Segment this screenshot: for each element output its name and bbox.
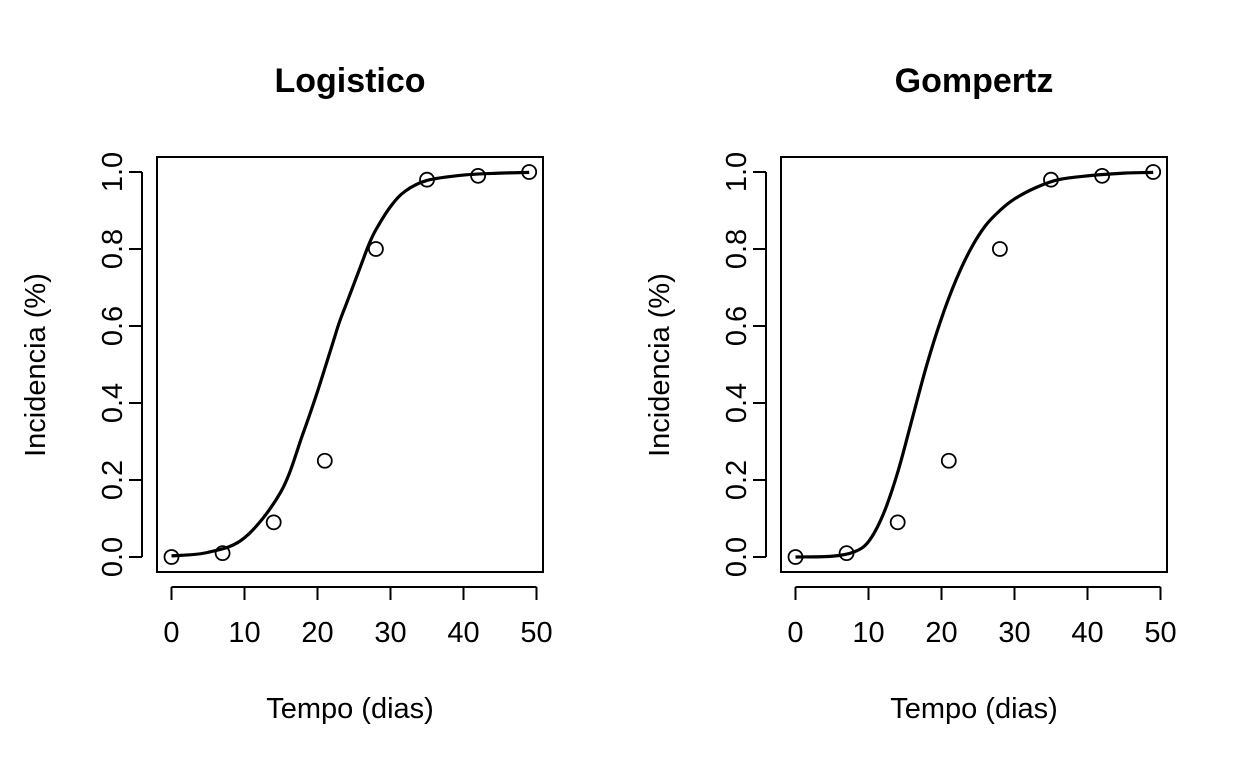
y-tick-label: 0.8 xyxy=(721,229,753,269)
x-tick-label: 30 xyxy=(374,617,406,649)
plot-frame xyxy=(156,156,544,573)
x-tick-label: 20 xyxy=(301,617,333,649)
y-tick-label: 0.4 xyxy=(97,383,129,423)
x-tick-label: 0 xyxy=(787,617,803,649)
chart-title-gompertz: Gompertz xyxy=(895,62,1054,100)
y-axis-label-gompertz: Incidencia (%) xyxy=(644,273,676,457)
y-tick-label: 0.6 xyxy=(721,306,753,346)
x-tick-label: 50 xyxy=(1144,617,1176,649)
fitted-curve xyxy=(171,170,530,558)
x-tick-label: 20 xyxy=(925,617,957,649)
y-tick-label: 0.6 xyxy=(97,306,129,346)
x-tick-label: 50 xyxy=(520,617,552,649)
data-point xyxy=(367,241,384,257)
data-point xyxy=(1145,164,1162,180)
y-tick-label: 1.0 xyxy=(97,152,129,192)
data-point xyxy=(940,452,957,469)
y-tick-label: 0.0 xyxy=(721,537,753,577)
data-point xyxy=(1043,171,1059,188)
gompertz-panel: Gompertz Tempo (dias) Incidencia (%) 0 10… xyxy=(644,62,1177,725)
data-point xyxy=(214,545,231,562)
fitted-curve xyxy=(795,170,1154,559)
data-point xyxy=(316,452,333,469)
plot-frame xyxy=(780,156,1168,573)
data-point xyxy=(992,241,1008,257)
y-tick-label: 0.2 xyxy=(97,460,129,500)
y-tick-label: 1.0 xyxy=(721,152,753,192)
x-tick-label: 40 xyxy=(1071,617,1103,649)
x-tick-label: 10 xyxy=(852,617,884,649)
data-point xyxy=(265,514,282,531)
y-tick-label: 0.8 xyxy=(97,229,129,269)
data-point xyxy=(419,171,435,188)
logistic-panel: Logistico Tempo (dias) Incidencia (%) 0 1… xyxy=(20,62,553,725)
y-tick-label: 0.4 xyxy=(721,383,753,423)
x-tick-label: 10 xyxy=(228,617,260,649)
data-point xyxy=(521,164,538,180)
chart-title-logistico: Logistico xyxy=(274,62,425,100)
y-tick-label: 0.2 xyxy=(721,460,753,500)
y-tick-label: 0.0 xyxy=(97,537,129,577)
data-point xyxy=(470,167,487,184)
data-point xyxy=(787,549,804,565)
x-tick-label: 40 xyxy=(447,617,479,649)
x-axis-label-gompertz: Tempo (dias) xyxy=(890,693,1058,725)
data-point xyxy=(163,549,180,565)
y-axis-label-logistico: Incidencia (%) xyxy=(20,273,52,457)
x-tick-label: 30 xyxy=(998,617,1030,649)
x-tick-label: 0 xyxy=(163,617,179,649)
x-axis-label-logistico: Tempo (dias) xyxy=(266,693,434,725)
data-point xyxy=(889,514,906,531)
data-point xyxy=(1094,167,1110,184)
data-point xyxy=(838,545,855,562)
